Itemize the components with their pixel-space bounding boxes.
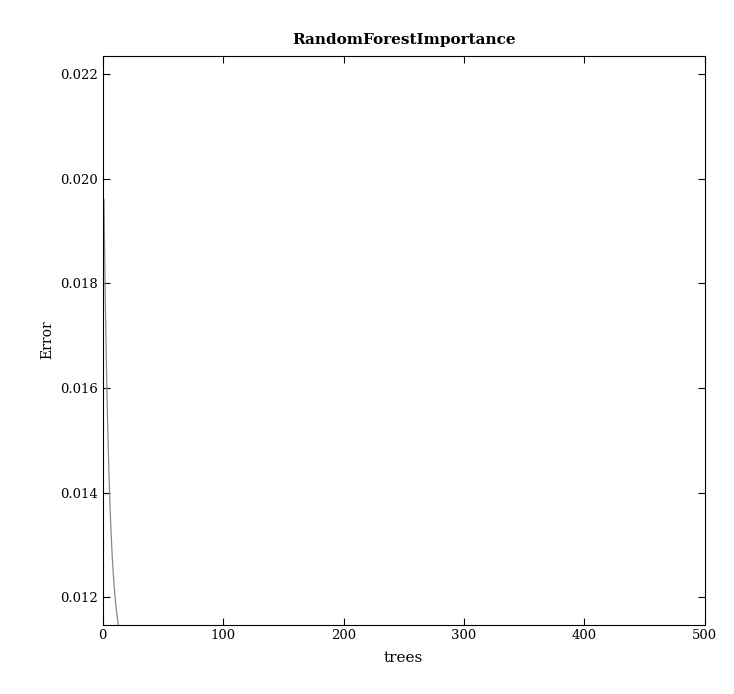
- X-axis label: trees: trees: [384, 651, 424, 665]
- Y-axis label: Error: Error: [40, 321, 54, 359]
- Title: RandomForestImportance: RandomForestImportance: [292, 33, 515, 47]
